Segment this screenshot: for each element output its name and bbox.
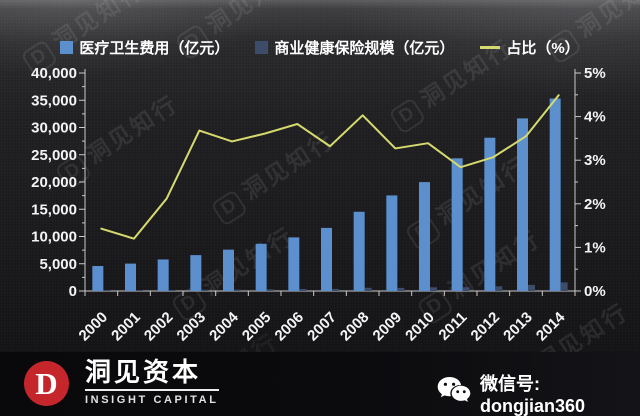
health-expenditure-bar <box>288 237 300 291</box>
insurance-scale-bar <box>332 288 339 291</box>
insurance-scale-bar <box>234 289 241 291</box>
legend-label: 占比（%） <box>506 40 580 57</box>
insurance-scale-bar <box>168 290 176 291</box>
x-axis-label-text: 2010 <box>402 309 438 345</box>
legend-item-ratio: 占比（%） <box>480 37 580 58</box>
health-expenditure-bar <box>386 195 398 291</box>
health-expenditure-bar <box>517 118 528 291</box>
x-axis-label: 2006 <box>272 309 308 345</box>
left-axis-label: 10,000 <box>31 229 77 246</box>
left-axis-label: 35,000 <box>31 92 77 109</box>
x-axis-label-text: 2009 <box>370 309 406 345</box>
health-expenditure-bar <box>451 158 463 291</box>
insurance-scale-bar <box>528 284 535 291</box>
legend-label: 医疗卫生费用（亿元） <box>79 40 230 57</box>
x-axis-label: 2014 <box>533 308 569 344</box>
x-axis-label: 2008 <box>337 309 373 345</box>
left-axis-label: 0 <box>69 283 77 300</box>
x-axis-label: 2011 <box>435 309 470 344</box>
legend-item-health-expenditure: 医疗卫生费用（亿元） <box>60 37 229 58</box>
health-expenditure-bar <box>190 255 202 291</box>
right-axis-label: 5% <box>584 65 606 82</box>
wechat-id-label: 微信号: dongjian360 <box>480 374 586 416</box>
insurance-scale-bar <box>103 290 111 291</box>
x-axis-label-text: 2002 <box>141 309 177 345</box>
x-axis-label-text: 2004 <box>206 308 242 344</box>
x-axis-label-text: 2005 <box>239 309 275 345</box>
x-axis-label: 2003 <box>174 309 210 345</box>
health-expenditure-bar <box>92 266 104 291</box>
x-axis-label: 2007 <box>304 309 340 345</box>
brand-divider <box>85 389 219 391</box>
right-axis-label: 1% <box>584 239 606 256</box>
insurance-scale-bar <box>495 286 503 291</box>
insurance-scale-bar <box>299 288 307 291</box>
x-axis-label: 2013 <box>500 309 536 345</box>
insurance-scale-bar <box>397 287 405 291</box>
health-expenditure-bar <box>255 243 267 291</box>
x-axis-label-text: 2011 <box>435 309 470 344</box>
footer-brand-bar: D 洞见资本 INSIGHT CAPITAL 微信号: dongjian360 <box>0 352 640 416</box>
legend-label: 商业健康保险规模（亿元） <box>274 40 455 57</box>
left-axis-label: 25,000 <box>31 147 77 164</box>
insurance-scale-bar <box>462 287 470 291</box>
x-axis-label: 2004 <box>206 308 242 344</box>
x-axis-label-text: 2008 <box>337 309 373 345</box>
brand-block: 洞见资本 INSIGHT CAPITAL <box>85 355 219 406</box>
x-axis-label: 2005 <box>239 309 275 345</box>
health-expenditure-bar <box>353 211 365 291</box>
health-expenditure-bar <box>157 259 169 291</box>
x-axis-label-text: 2013 <box>500 309 536 345</box>
left-axis-label: 40,000 <box>31 65 77 82</box>
ratio-line <box>100 94 560 240</box>
x-axis-label: 2001 <box>108 309 144 345</box>
wechat-icon <box>437 376 471 411</box>
x-axis-label-text: 2006 <box>272 309 308 345</box>
insurance-scale-bar <box>430 287 437 291</box>
health-expenditure-bar <box>419 182 430 291</box>
left-axis-label: 20,000 <box>31 174 77 191</box>
wechat-contact: 微信号: dongjian360 <box>437 370 640 416</box>
dual-axis-chart: 0 5,000 10,000 15,000 20,000 25,000 30,000 35,0… <box>31 65 606 345</box>
health-expenditure-bar <box>484 137 496 291</box>
chart-legend: 医疗卫生费用（亿元） 商业健康保险规模（亿元） 占比（%） <box>0 37 640 58</box>
x-axis-label-text: 2001 <box>108 309 144 345</box>
legend-line-marker <box>480 46 501 49</box>
x-axis-label: 2002 <box>141 309 177 345</box>
right-axis-label: 4% <box>584 109 606 126</box>
x-axis-label: 2000 <box>76 309 112 345</box>
insurance-scale-bar <box>560 282 568 291</box>
health-expenditure-bar <box>223 249 234 291</box>
x-axis-label: 2010 <box>402 309 438 345</box>
left-axis-label: 30,000 <box>31 120 77 137</box>
right-axis-label: 0% <box>584 283 606 300</box>
health-expenditure-bar <box>549 98 561 292</box>
x-axis-label: 2009 <box>370 309 406 345</box>
x-axis-label-text: 2014 <box>533 308 569 344</box>
insight-capital-logo: D <box>24 361 69 406</box>
x-axis-label: 2012 <box>468 309 504 345</box>
legend-item-insurance-scale: 商业健康保险规模（亿元） <box>255 37 454 58</box>
insurance-scale-bar <box>136 290 143 291</box>
insurance-scale-bar <box>201 289 209 291</box>
brand-name-chinese: 洞见资本 <box>85 357 202 387</box>
right-axis-label: 3% <box>584 152 606 169</box>
legend-square-marker <box>255 41 269 54</box>
health-expenditure-bar <box>321 227 332 291</box>
insurance-scale-bar <box>364 287 372 291</box>
brand-name-english: INSIGHT CAPITAL <box>85 394 219 406</box>
left-axis-label: 15,000 <box>31 201 77 218</box>
legend-square-marker <box>60 41 74 54</box>
right-axis-label: 2% <box>584 196 606 213</box>
x-axis-label-text: 2007 <box>304 309 340 345</box>
x-axis-label-text: 2012 <box>468 309 504 345</box>
x-axis-label-text: 2003 <box>174 309 210 345</box>
left-axis-label: 5,000 <box>39 256 77 273</box>
x-axis-label-text: 2000 <box>76 309 112 345</box>
insurance-scale-bar <box>266 289 274 291</box>
health-expenditure-bar <box>125 263 136 291</box>
